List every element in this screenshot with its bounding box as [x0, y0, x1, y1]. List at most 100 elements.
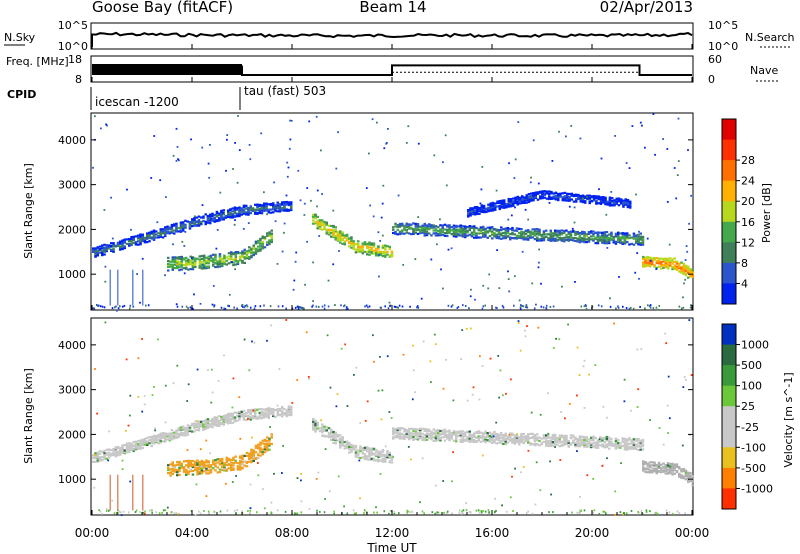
scatter-cell	[370, 246, 373, 250]
scatter-cell	[497, 433, 501, 436]
noise-cell	[513, 275, 516, 278]
scatter-cell	[639, 238, 642, 241]
scatter-cell	[626, 234, 629, 237]
scatter-cell	[576, 445, 579, 448]
scatter-cell	[394, 428, 397, 431]
scatter-cell	[352, 444, 355, 447]
scatter-cell	[98, 247, 102, 251]
noise-cell	[306, 240, 308, 243]
scatter-cell	[416, 226, 420, 229]
scatter-cell	[632, 235, 636, 238]
scatter-cell	[662, 264, 665, 267]
near-range-cell	[525, 512, 528, 515]
scatter-cell	[675, 464, 679, 467]
freq-left-tick-top: 18	[68, 53, 82, 66]
scatter-cell	[603, 242, 606, 245]
scatter-cell	[231, 214, 234, 217]
scatter-cell	[372, 249, 376, 252]
scatter-cell	[236, 419, 239, 422]
scatter-cell	[316, 223, 319, 226]
scatter-cell	[569, 434, 573, 437]
scatter-cell	[267, 413, 270, 416]
scatter-cell	[511, 440, 514, 443]
scatter-cell	[330, 428, 333, 431]
scatter-cell	[239, 257, 242, 260]
scatter-cell	[642, 264, 645, 267]
scatter-cell	[439, 436, 442, 439]
scatter-cell	[248, 457, 251, 460]
scatter-cell	[182, 222, 185, 225]
scatter-cell	[523, 199, 526, 202]
scatter-cell	[169, 263, 172, 266]
scatter-cell	[543, 192, 546, 195]
noise-cell	[445, 358, 447, 361]
near-range-cell	[365, 304, 368, 307]
vel-ytick-label-2: 3000	[58, 384, 86, 397]
scatter-cell	[484, 227, 487, 230]
scatter-cell	[660, 467, 663, 470]
near-range-cell	[118, 510, 121, 513]
noise-cell	[321, 193, 323, 195]
scatter-cell	[578, 235, 582, 239]
scatter-cell	[612, 241, 615, 244]
scatter-cell	[648, 461, 652, 464]
scatter-cell	[439, 231, 442, 234]
scatter-cell	[632, 447, 636, 450]
scatter-cell	[178, 466, 181, 469]
scatter-cell	[617, 198, 621, 202]
scatter-cell	[345, 235, 349, 238]
noise-cell	[471, 393, 474, 396]
scatter-cell	[263, 448, 267, 451]
scatter-cell	[176, 461, 179, 464]
noise-cell	[558, 438, 561, 441]
scatter-cell	[689, 273, 692, 276]
scatter-cell	[384, 252, 387, 255]
near-range-cell	[373, 511, 375, 514]
scatter-cell	[443, 223, 447, 226]
scatter-cell	[173, 223, 176, 226]
scatter-cell	[503, 206, 506, 209]
power-colorbar-cell-8	[722, 283, 736, 305]
scatter-cell	[538, 436, 541, 439]
scatter-cell	[249, 205, 252, 208]
scatter-cell	[554, 231, 557, 234]
scatter-cell	[651, 464, 654, 467]
scatter-cell	[470, 436, 474, 439]
scatter-cell	[459, 224, 462, 227]
scatter-cell	[515, 439, 519, 442]
scatter-cell	[525, 194, 528, 197]
scatter-cell	[619, 238, 622, 241]
scatter-cell	[377, 460, 380, 463]
scatter-cell	[563, 435, 566, 438]
scatter-cell	[357, 249, 360, 252]
scatter-cell	[626, 205, 630, 208]
scatter-cell	[234, 260, 237, 263]
noise-cell	[636, 406, 639, 408]
scatter-cell	[608, 204, 612, 207]
noise-cell	[602, 405, 605, 408]
scatter-cell	[194, 460, 197, 463]
scatter-cell	[412, 230, 415, 233]
scatter-cell	[168, 436, 171, 440]
scatter-cell	[211, 423, 214, 426]
scatter-cell	[491, 230, 494, 233]
scatter-cell	[170, 231, 174, 234]
noise-cell	[622, 513, 624, 516]
scatter-cell	[123, 246, 126, 249]
scatter-cell	[432, 439, 435, 442]
scatter-cell	[599, 436, 602, 439]
scatter-cell	[473, 207, 477, 210]
scatter-cell	[257, 443, 260, 446]
scatter-cell	[461, 232, 465, 235]
scatter-cell	[336, 238, 340, 241]
scatter-cell	[207, 257, 210, 261]
scatter-cell	[682, 264, 685, 268]
scatter-cell	[198, 472, 201, 475]
scatter-cell	[682, 475, 685, 478]
scatter-cell	[588, 194, 591, 197]
scatter-cell	[513, 237, 516, 240]
scatter-cell	[200, 423, 203, 426]
scatter-cell	[464, 438, 467, 441]
scatter-cell	[125, 451, 129, 454]
